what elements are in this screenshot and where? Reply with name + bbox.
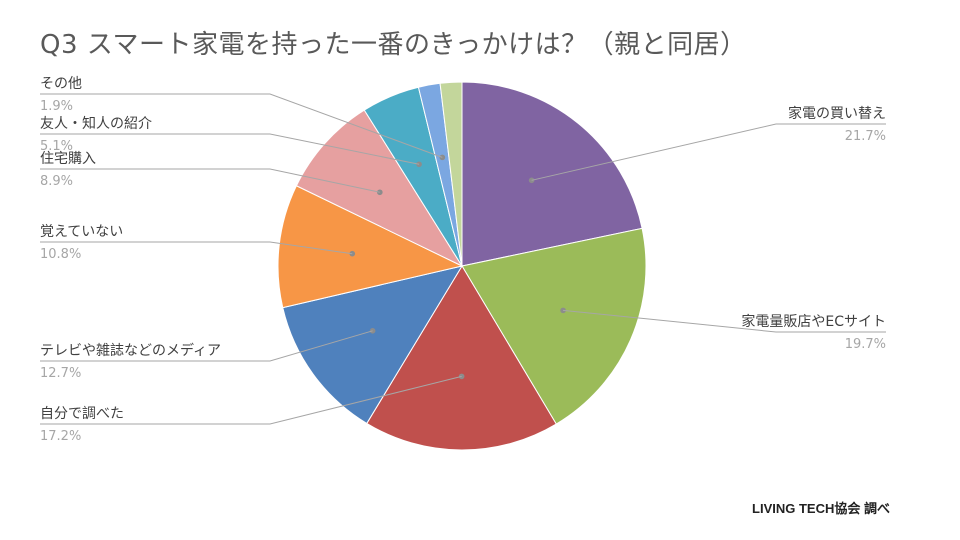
pie-slice <box>439 81 463 267</box>
slice-value: 21.7% <box>845 129 886 144</box>
slice-label: その他 <box>40 76 82 92</box>
slice-label: 住宅購入 <box>40 151 96 167</box>
slice-value: 10.8% <box>40 247 81 262</box>
pie-slice <box>277 185 464 309</box>
slice-value: 17.2% <box>40 429 81 444</box>
leader-line <box>563 309 886 333</box>
slice-label: 家電量販店やECサイト <box>741 313 886 330</box>
leader-dot <box>349 250 356 257</box>
slice-label: 覚えていない <box>40 224 123 240</box>
leader-line <box>40 375 462 425</box>
source-credit: LIVING TECH協会 調べ <box>752 501 890 516</box>
slice-value: 19.7% <box>845 337 886 352</box>
leader-line <box>40 133 420 165</box>
pie-slice <box>461 227 647 425</box>
leader-line <box>40 330 373 362</box>
pie-slice <box>461 81 643 267</box>
pie-slice <box>366 265 557 451</box>
leader-line <box>40 241 353 255</box>
leader-line <box>40 93 443 158</box>
leader-line <box>531 123 886 181</box>
slice-label: 友人・知人の紹介 <box>40 115 152 132</box>
slice-label: 自分で調べた <box>40 406 124 422</box>
slice-value: 8.9% <box>40 174 73 189</box>
slice-value: 1.9% <box>40 99 73 114</box>
slice-label: 家電の買い替え <box>788 105 886 122</box>
pie-slice <box>282 265 464 425</box>
slice-value: 12.7% <box>40 366 81 381</box>
slice-label: テレビや雑誌などのメディア <box>40 342 221 359</box>
slice-value: 5.1% <box>40 139 73 154</box>
chart-title: Q3 スマート家電を持った一番のきっかけは？（親と同居） <box>40 30 747 60</box>
leader-line <box>40 168 380 193</box>
pie-slice <box>295 109 464 268</box>
